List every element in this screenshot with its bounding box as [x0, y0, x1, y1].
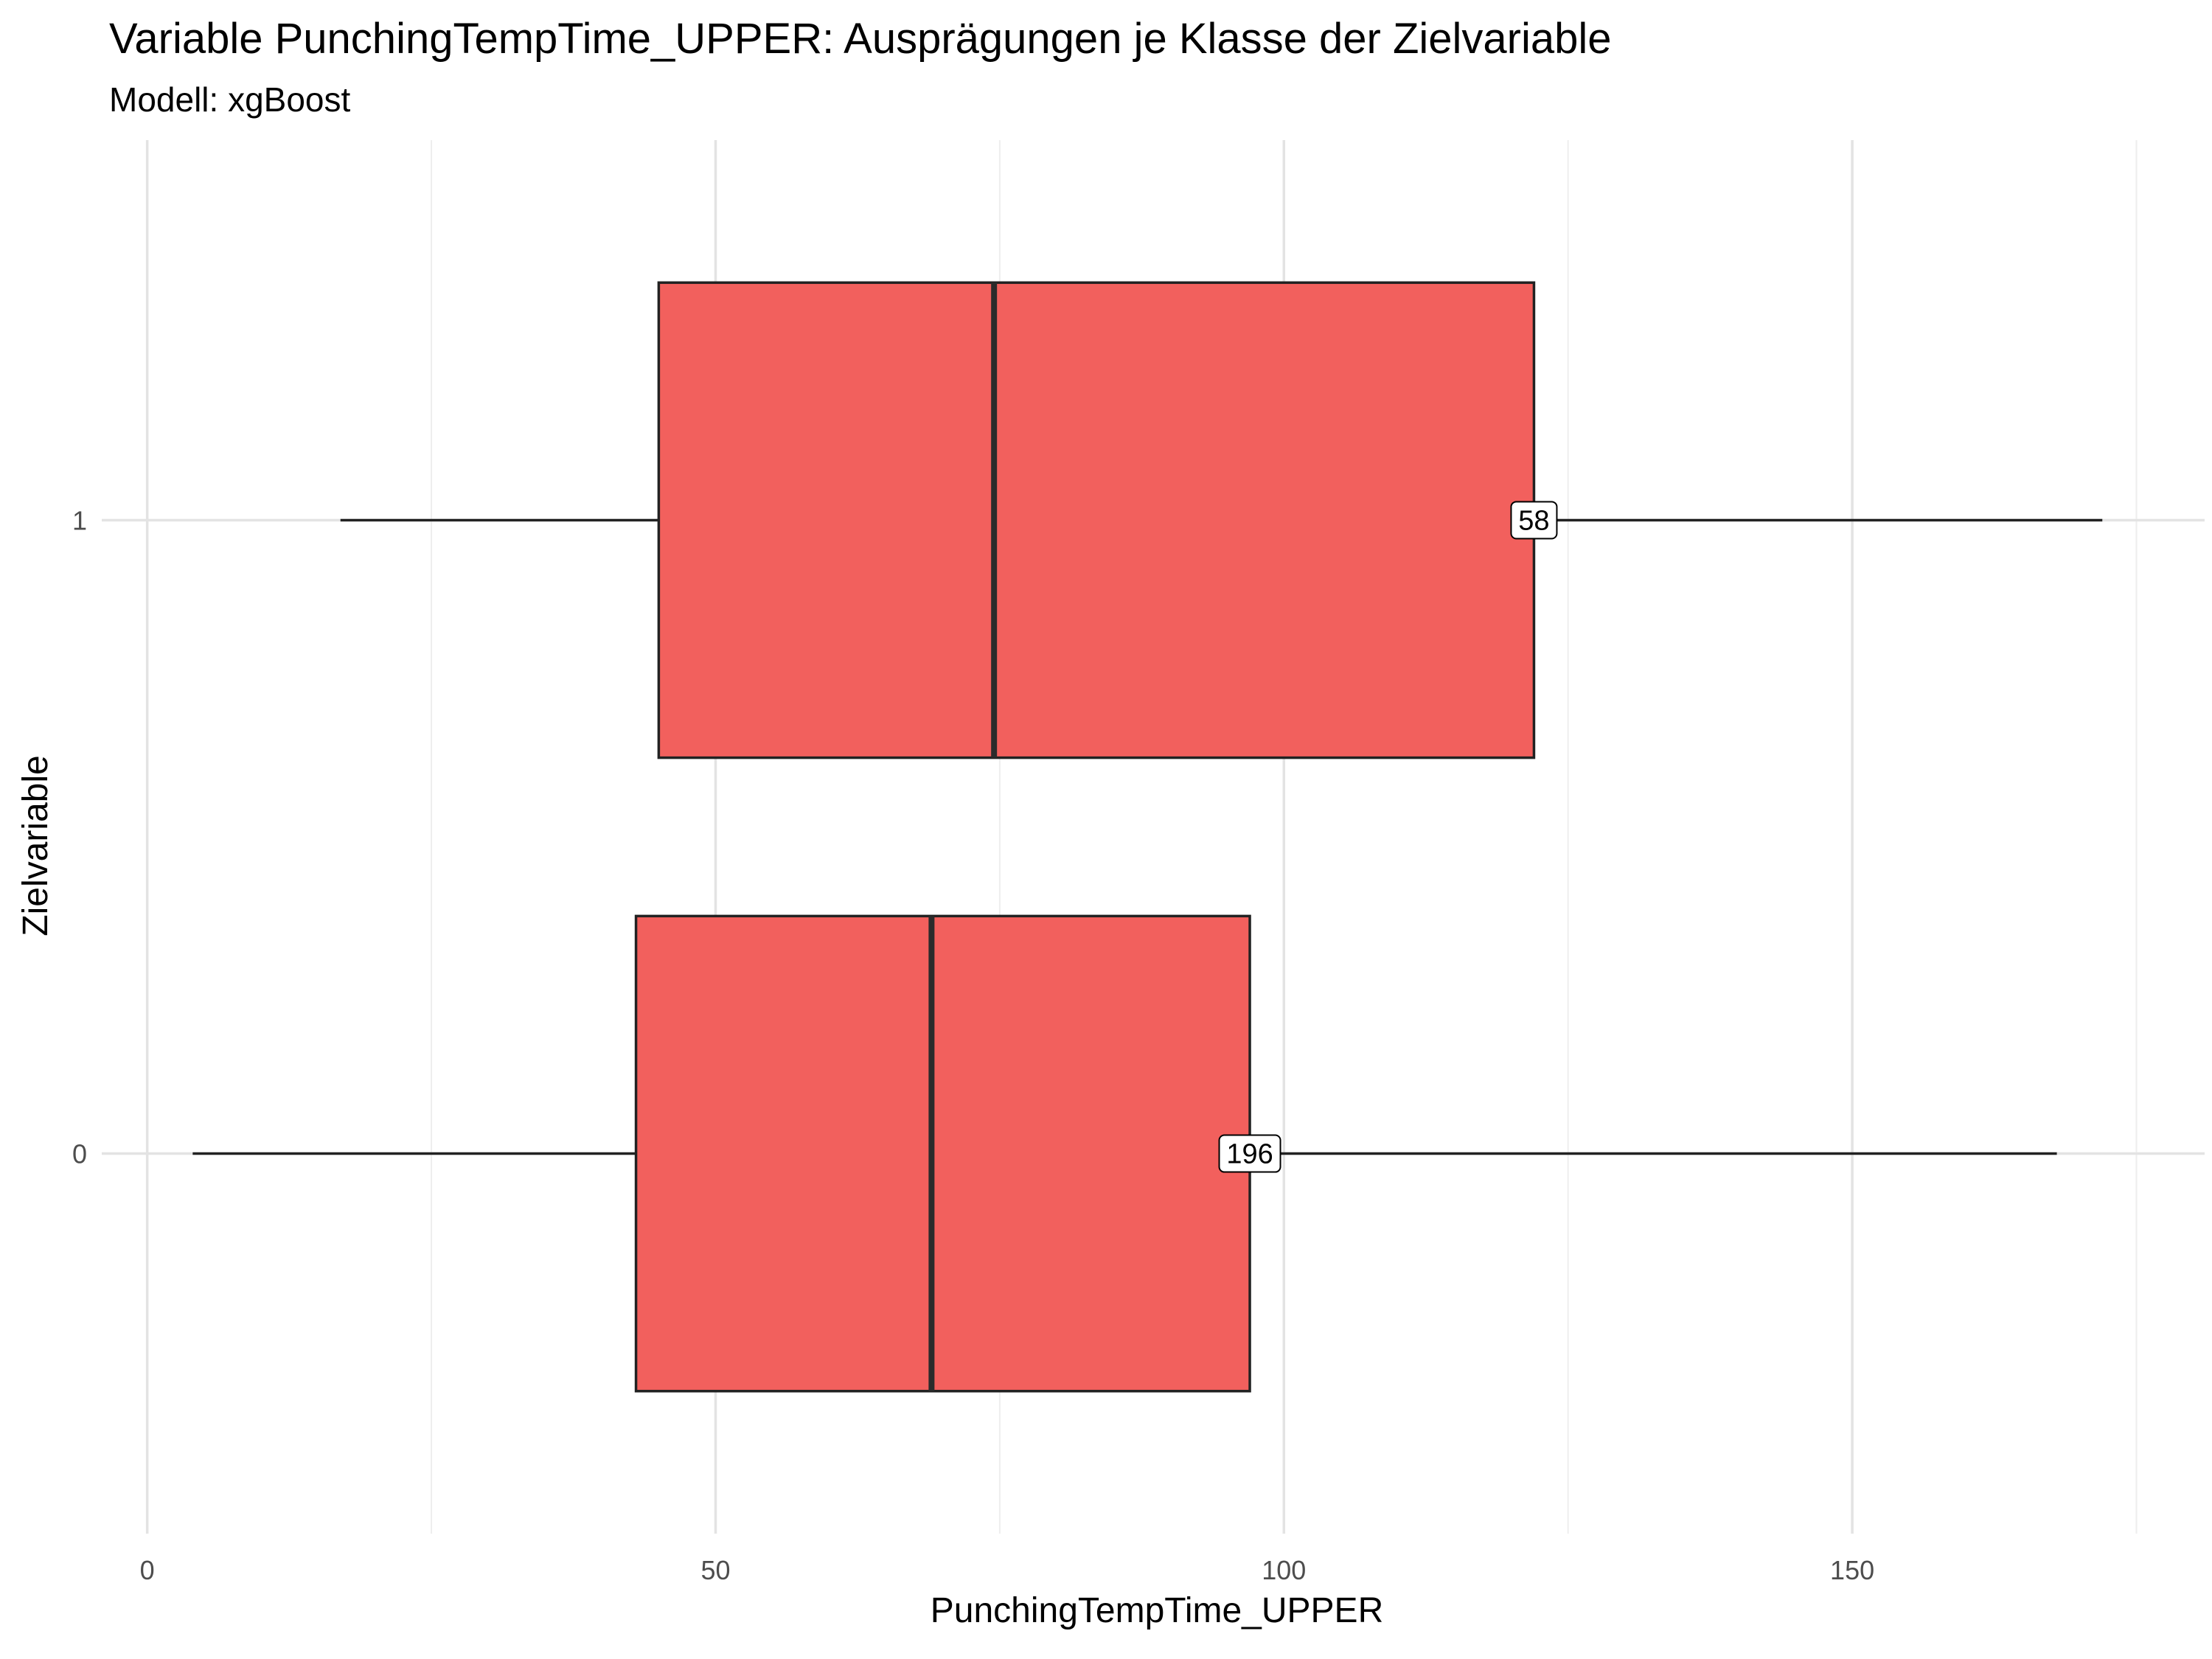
x-tick-label: 0 — [140, 1555, 155, 1585]
chart-title: Variable PunchingTempTime_UPPER: Auspräg… — [109, 15, 1612, 63]
x-axis-title: PunchingTempTime_UPPER — [931, 1591, 1383, 1630]
count-label: 58 — [1518, 505, 1549, 536]
axis-ticks: 0 50 100 150 0 1 — [72, 505, 1874, 1585]
box-class-0: 196 — [192, 914, 2057, 1393]
x-tick-label: 100 — [1262, 1555, 1306, 1585]
box-series: 196 58 — [192, 281, 2103, 1393]
count-label: 196 — [1226, 1139, 1273, 1170]
count-label-box — [1218, 1134, 1281, 1173]
y-axis-title: Zielvariable — [16, 755, 55, 936]
box-class-1: 58 — [340, 281, 2103, 759]
x-tick-label: 50 — [700, 1555, 730, 1585]
count-label-box — [1510, 501, 1558, 540]
x-tick-label: 150 — [1830, 1555, 1874, 1585]
y-tick-label: 0 — [72, 1139, 87, 1169]
chart-subtitle: Modell: xgBoost — [109, 80, 351, 119]
iqr-box — [657, 281, 1536, 759]
iqr-box — [634, 914, 1251, 1393]
y-tick-label: 1 — [72, 505, 87, 535]
